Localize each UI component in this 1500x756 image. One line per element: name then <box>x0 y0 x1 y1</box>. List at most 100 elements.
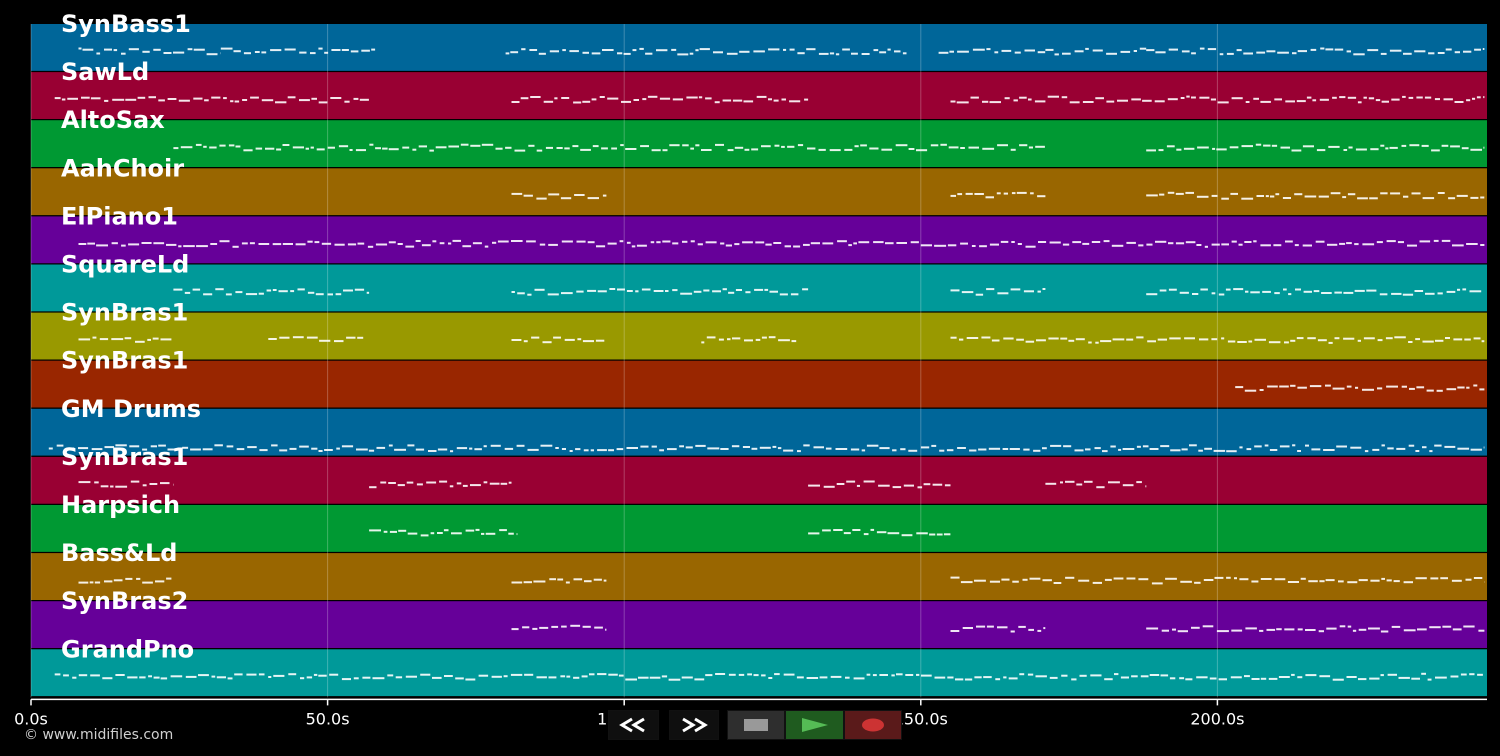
midi-note <box>1266 628 1276 631</box>
midi-note <box>368 449 375 452</box>
midi-note <box>896 673 903 676</box>
midi-note <box>970 96 979 99</box>
midi-note <box>1466 243 1478 245</box>
stop-button[interactable] <box>727 710 786 740</box>
rewind-button[interactable] <box>608 710 659 740</box>
midi-note <box>104 48 112 51</box>
midi-note <box>510 51 519 54</box>
midi-note <box>844 148 853 151</box>
midi-note <box>104 446 114 449</box>
midi-note <box>742 446 750 448</box>
midi-note <box>842 48 850 51</box>
midi-note <box>523 581 532 584</box>
midi-note <box>324 51 329 54</box>
midi-note <box>273 674 285 677</box>
midi-note <box>1160 674 1169 677</box>
midi-note <box>1016 338 1024 341</box>
midi-note <box>1375 99 1381 102</box>
midi-note <box>894 50 901 53</box>
midi-note <box>211 675 216 678</box>
midi-note <box>1248 340 1253 343</box>
midi-note <box>997 626 1008 629</box>
midi-note <box>1155 51 1166 54</box>
track-lane: AahChoir <box>31 154 1487 217</box>
midi-note <box>435 146 447 149</box>
midi-note <box>650 241 655 244</box>
midi-note <box>1074 50 1084 53</box>
midi-note <box>180 146 193 149</box>
midi-note <box>1108 481 1120 484</box>
midi-note <box>950 194 956 197</box>
midi-note <box>1464 338 1471 341</box>
midi-note <box>1146 243 1153 246</box>
midi-note <box>623 52 631 55</box>
midi-note <box>1444 445 1456 448</box>
midi-note <box>258 673 265 676</box>
midi-note <box>1027 673 1034 676</box>
midi-note <box>707 447 720 450</box>
midi-note <box>1357 197 1368 200</box>
midi-note <box>500 482 508 485</box>
play-icon <box>801 718 828 732</box>
midi-note <box>1411 677 1420 680</box>
midi-note <box>870 528 875 531</box>
midi-note <box>1288 293 1292 296</box>
midi-note <box>1151 582 1163 585</box>
midi-note <box>1167 191 1175 194</box>
midi-note <box>1042 288 1046 290</box>
midi-note <box>861 449 866 452</box>
track-lane: ElPiano1 <box>31 202 1487 265</box>
midi-note <box>1425 292 1435 295</box>
midi-note <box>577 338 582 341</box>
midi-note <box>1090 674 1102 677</box>
track-notes <box>78 480 1147 489</box>
midi-note <box>632 49 637 52</box>
midi-note <box>92 336 97 339</box>
midi-note <box>1312 99 1317 102</box>
midi-note <box>974 193 984 195</box>
midi-note <box>934 244 947 247</box>
midi-note <box>944 484 951 487</box>
midi-note <box>448 145 459 148</box>
midi-note <box>247 446 257 449</box>
midi-note <box>1259 389 1264 391</box>
midi-note <box>1346 50 1351 53</box>
midi-note <box>369 529 381 532</box>
midi-note <box>324 449 333 451</box>
midi-note <box>591 98 597 101</box>
midi-note <box>1285 100 1295 103</box>
midi-note <box>1305 674 1317 677</box>
midi-note <box>1227 340 1236 343</box>
midi-note <box>1414 290 1424 292</box>
midi-note <box>1334 337 1340 340</box>
midi-note <box>278 290 288 293</box>
midi-note <box>388 444 393 447</box>
midi-note <box>90 674 100 677</box>
midi-note <box>299 445 309 448</box>
midi-note <box>420 673 431 676</box>
midi-note <box>1010 630 1015 633</box>
midi-note <box>1306 96 1312 99</box>
midi-note <box>764 288 769 291</box>
midi-note <box>1470 196 1479 199</box>
play-button[interactable] <box>785 710 844 740</box>
midi-note <box>192 288 201 291</box>
midi-note <box>1062 52 1071 55</box>
midi-note <box>1370 148 1379 151</box>
midi-note <box>1000 240 1009 243</box>
midi-note <box>793 245 801 248</box>
record-button[interactable] <box>843 710 903 740</box>
midi-note <box>1297 450 1301 452</box>
midi-note <box>601 147 608 150</box>
midi-note <box>415 448 425 451</box>
midi-note <box>728 291 735 294</box>
midi-note <box>357 336 364 339</box>
midi-note <box>1291 149 1302 152</box>
midi-note <box>115 674 125 676</box>
midi-note <box>78 481 91 484</box>
fast-forward-button[interactable] <box>668 710 720 740</box>
midi-note <box>633 99 639 101</box>
midi-note <box>1204 245 1208 248</box>
midi-note <box>104 99 109 102</box>
midi-note <box>1245 290 1249 293</box>
